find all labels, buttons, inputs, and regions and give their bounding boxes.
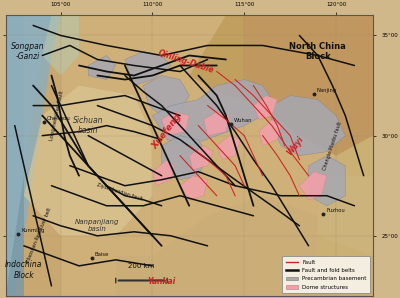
Text: Yunkai: Yunkai <box>148 277 176 286</box>
Text: Wuyi: Wuyi <box>286 134 306 157</box>
Text: Qinling-Dabie: Qinling-Dabie <box>156 48 215 75</box>
Text: Ziyun-Luodian fault: Ziyun-Luodian fault <box>96 182 143 201</box>
Polygon shape <box>125 52 171 86</box>
Text: Indochina
Block: Indochina Block <box>5 260 43 280</box>
Polygon shape <box>308 156 345 206</box>
Text: Chengle-Maobu fault: Chengle-Maobu fault <box>322 121 343 171</box>
Polygon shape <box>152 80 272 146</box>
Text: Baise: Baise <box>95 252 109 257</box>
Polygon shape <box>180 176 208 200</box>
Polygon shape <box>6 15 373 296</box>
Polygon shape <box>189 15 373 156</box>
Text: 200 km: 200 km <box>128 263 155 269</box>
Polygon shape <box>143 75 189 116</box>
Polygon shape <box>272 96 345 156</box>
Polygon shape <box>6 15 52 296</box>
Polygon shape <box>116 196 318 296</box>
Text: Chengdu: Chengdu <box>47 116 71 121</box>
Polygon shape <box>259 119 281 146</box>
Polygon shape <box>299 256 373 296</box>
Text: Nanpanjiang
basin: Nanpanjiang basin <box>75 219 120 232</box>
Polygon shape <box>254 96 277 119</box>
Text: Wuhan: Wuhan <box>234 118 253 122</box>
Polygon shape <box>42 15 79 75</box>
Text: Xuefeng: Xuefeng <box>150 112 184 151</box>
Polygon shape <box>189 146 213 170</box>
Text: Ailaoshan-Red River belt: Ailaoshan-Red River belt <box>25 207 52 265</box>
Polygon shape <box>318 176 373 256</box>
Text: North China
Block: North China Block <box>289 42 346 61</box>
Legend: Fault, Fault and fold belts, Precambrian basement, Dome structures: Fault, Fault and fold belts, Precambrian… <box>282 257 370 293</box>
Polygon shape <box>24 86 152 236</box>
Text: Fuzhou: Fuzhou <box>326 208 345 213</box>
Text: Songpan
-Ganzi: Songpan -Ganzi <box>11 42 44 61</box>
Text: Sichuan
basin: Sichuan basin <box>73 116 104 135</box>
Polygon shape <box>318 136 373 296</box>
Polygon shape <box>217 136 241 160</box>
Polygon shape <box>244 15 373 156</box>
Polygon shape <box>88 55 116 80</box>
Polygon shape <box>61 15 373 296</box>
Polygon shape <box>6 15 24 296</box>
Text: Longmenshan fault: Longmenshan fault <box>49 90 65 141</box>
Polygon shape <box>162 111 189 136</box>
Text: Nanjing: Nanjing <box>317 88 337 93</box>
Polygon shape <box>152 160 174 186</box>
Polygon shape <box>204 111 230 136</box>
Polygon shape <box>299 172 327 200</box>
Polygon shape <box>6 15 61 296</box>
Text: Kunming: Kunming <box>21 228 44 233</box>
Polygon shape <box>162 136 208 180</box>
